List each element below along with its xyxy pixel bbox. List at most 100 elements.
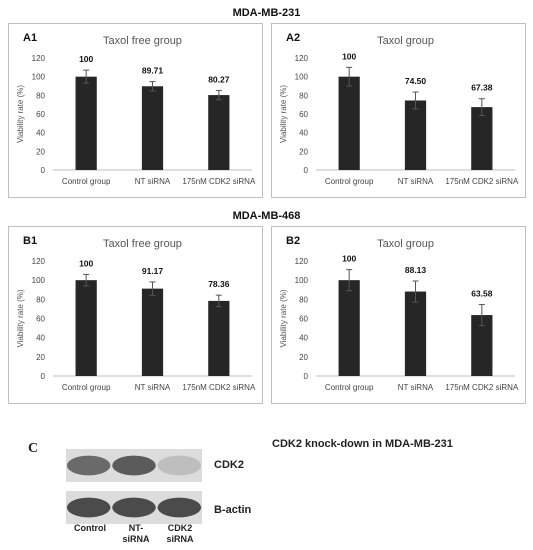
y-tick-label: 20	[299, 353, 308, 362]
x-tick-label: Control group	[325, 383, 374, 392]
y-axis-label: Viability rate (%)	[279, 289, 288, 347]
western-blot-band-svg	[66, 449, 202, 482]
y-tick-label: 80	[299, 91, 308, 100]
data-label: 78.36	[208, 279, 230, 289]
y-tick-label: 120	[295, 54, 309, 63]
x-tick-label: NT siRNA	[398, 383, 434, 392]
blot-band	[157, 455, 202, 476]
y-tick-label: 40	[299, 129, 308, 138]
x-tick-label: NT siRNA	[135, 383, 171, 392]
y-tick-label: 120	[32, 257, 46, 266]
y-tick-label: 20	[36, 353, 45, 362]
bar	[208, 300, 230, 376]
y-tick-label: 80	[36, 91, 45, 100]
y-tick-label: 60	[299, 315, 308, 324]
chart-panel-a1: A1 Taxol free group Viability rate (%) 0 20 4…	[8, 23, 263, 198]
y-tick-label: 0	[41, 372, 46, 381]
panel-label: B1	[23, 235, 37, 247]
western-blot-band-label-cdk2: CDK2	[214, 459, 244, 471]
data-label: 88.13	[405, 265, 427, 275]
y-tick-label: 40	[36, 129, 45, 138]
y-tick-label: 100	[32, 73, 46, 82]
y-tick-label: 80	[36, 295, 45, 304]
bar	[141, 86, 164, 170]
data-label: 91.17	[142, 266, 164, 276]
western-blot-panel-label: C	[28, 441, 39, 456]
chart-a1-svg: A1 Taxol free group Viability rate (%) 0 20 4…	[16, 32, 256, 186]
y-tick-label: 0	[41, 166, 46, 175]
data-label: 80.27	[208, 74, 230, 84]
y-axis-label: Viability rate (%)	[16, 289, 25, 347]
y-axis-label: Viability rate (%)	[16, 85, 25, 143]
x-tick-label: Control group	[62, 383, 111, 392]
y-tick-label: 120	[295, 257, 309, 266]
western-blot-band-b-actin	[66, 491, 202, 524]
x-tick-label: NT siRNA	[135, 177, 171, 186]
x-tick-label: 175nM CDK2 siRNA	[445, 383, 519, 392]
blot-band	[66, 455, 111, 476]
y-tick-label: 0	[304, 372, 309, 381]
section-title-mda-mb-468: MDA-MB-468	[232, 210, 301, 222]
bar	[338, 280, 360, 376]
western-blot-lane-label-nt-sirna: NT- siRNA	[122, 523, 150, 544]
y-tick-label: 100	[295, 276, 309, 285]
y-tick-label: 40	[299, 334, 308, 343]
bar	[75, 76, 97, 170]
data-label: 100	[79, 54, 93, 64]
bar	[338, 76, 360, 170]
blot-band	[157, 497, 202, 518]
chart-b1-svg: B1 Taxol free group Viability rate (%) 0 20 4…	[16, 235, 256, 392]
western-blot-title: CDK2 knock-down in MDA-MB-231	[272, 438, 453, 450]
y-tick-label: 80	[299, 295, 308, 304]
chart-panel-b1: B1 Taxol free group Viability rate (%) 0 20 4…	[8, 226, 263, 404]
bar	[208, 95, 230, 170]
chart-b2-svg: B2 Taxol group Viability rate (%) 0 20 40 60 80…	[279, 235, 519, 392]
bar	[141, 288, 164, 376]
y-tick-label: 40	[36, 334, 45, 343]
y-tick-label: 20	[36, 147, 45, 156]
y-tick-label: 60	[36, 315, 45, 324]
bar	[471, 315, 493, 376]
data-label: 63.58	[471, 289, 493, 299]
western-blot-band-label-b-actin: B-actin	[214, 504, 252, 516]
chart-title: Taxol free group	[103, 35, 182, 47]
western-blot-band-svg	[66, 491, 202, 524]
panel-label: A1	[23, 32, 37, 44]
western-blot-band-cdk2	[66, 449, 202, 482]
western-blot-lane-label-cdk2-sirna: CDK2 siRNA	[166, 523, 194, 544]
y-tick-label: 100	[32, 276, 46, 285]
chart-title: Taxol group	[377, 35, 434, 47]
blot-band	[112, 455, 156, 476]
section-title-mda-mb-231: MDA-MB-231	[232, 7, 301, 19]
bar	[404, 291, 427, 376]
data-label: 100	[79, 258, 93, 268]
western-blot-lane-label-control: Control	[74, 523, 106, 533]
y-axis-label: Viability rate (%)	[279, 85, 288, 143]
bar	[75, 280, 97, 376]
panel-label: B2	[286, 235, 300, 247]
chart-panel-b2: B2 Taxol group Viability rate (%) 0 20 40 60 80…	[271, 226, 526, 404]
x-tick-label: Control group	[62, 177, 111, 186]
data-label: 74.50	[405, 76, 427, 86]
chart-a2-svg: A2 Taxol group Viability rate (%) 0 20 40 60 80…	[279, 32, 519, 186]
x-tick-label: NT siRNA	[398, 177, 434, 186]
blot-band	[112, 497, 156, 518]
data-label: 89.71	[142, 66, 164, 76]
x-tick-label: 175nM CDK2 siRNA	[182, 383, 256, 392]
data-label: 100	[342, 51, 356, 61]
blot-band	[66, 497, 111, 518]
x-tick-label: 175nM CDK2 siRNA	[182, 177, 256, 186]
y-tick-label: 0	[304, 166, 309, 175]
y-tick-label: 60	[36, 110, 45, 119]
bar	[404, 100, 427, 170]
panel-label: A2	[286, 32, 300, 44]
chart-panel-a2: A2 Taxol group Viability rate (%) 0 20 40 60 80…	[271, 23, 526, 198]
chart-title: Taxol free group	[103, 238, 182, 250]
y-tick-label: 120	[32, 54, 46, 63]
y-tick-label: 100	[295, 73, 309, 82]
chart-title: Taxol group	[377, 238, 434, 250]
data-label: 100	[342, 254, 356, 264]
bar	[471, 107, 493, 170]
y-tick-label: 60	[299, 110, 308, 119]
data-label: 67.38	[471, 83, 493, 93]
